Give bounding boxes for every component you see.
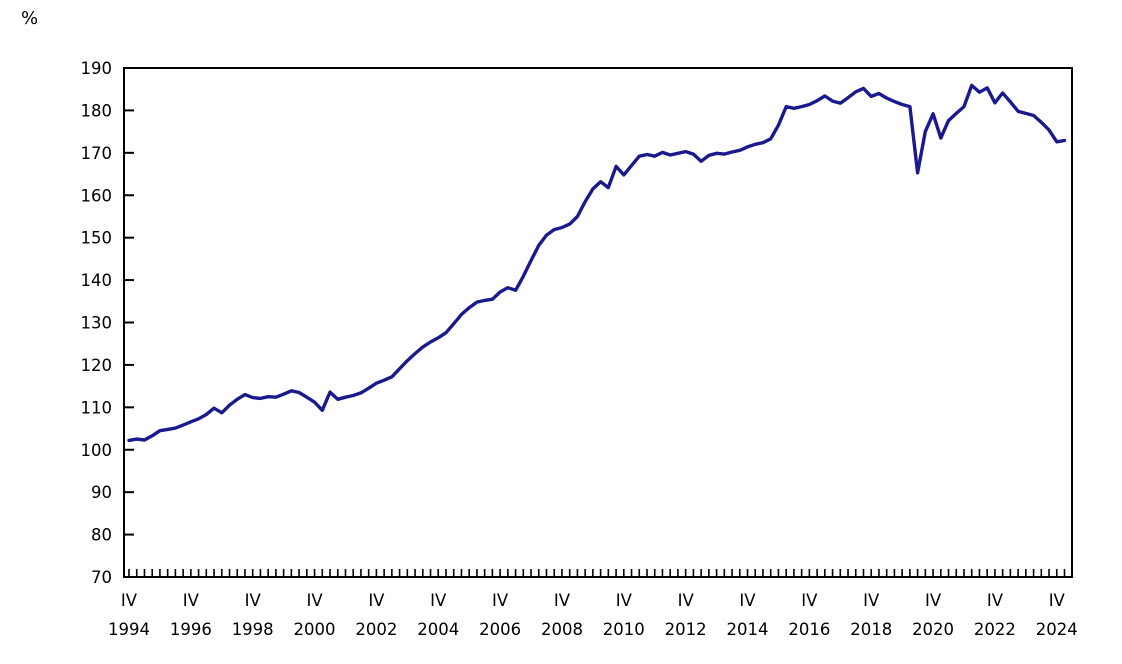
x-axis-quarter-label: IV	[616, 591, 633, 610]
data-line	[127, 83, 1067, 443]
x-axis-year-label: 1998	[232, 620, 274, 639]
x-axis-quarter-label: IV	[492, 591, 509, 610]
x-axis-quarter-label: IV	[987, 591, 1004, 610]
x-axis-quarter-label: IV	[183, 591, 200, 610]
y-axis-tick-label: 80	[91, 526, 112, 545]
x-axis-year-label: 1996	[170, 620, 212, 639]
x-axis-quarter-label: IV	[801, 591, 818, 610]
y-axis-tick-label: 150	[81, 229, 113, 248]
x-axis-year-label: 2010	[603, 620, 645, 639]
plot-frame	[123, 67, 1073, 578]
x-axis-year-label: 2000	[294, 620, 336, 639]
x-axis-year-label: 2002	[355, 620, 397, 639]
x-axis-quarter-label: IV	[368, 591, 385, 610]
x-axis-quarter-label: IV	[925, 591, 942, 610]
x-axis-year-label: 2020	[912, 620, 954, 639]
y-axis-tick-label: 110	[81, 398, 113, 417]
y-axis-tick-label: 100	[81, 441, 113, 460]
x-axis-quarter-label: IV	[121, 591, 138, 610]
x-axis-year-label: 1994	[108, 620, 150, 639]
x-axis-year-label: 2012	[665, 620, 707, 639]
y-axis-tick-label: 180	[81, 101, 113, 120]
x-axis-year-label: 2016	[788, 620, 830, 639]
y-axis: 190 180 170 160 150 140 130 120 110 100 90 80 70	[81, 59, 134, 587]
y-axis-tick-label: 90	[91, 483, 112, 502]
y-axis-tick-label: 190	[81, 59, 113, 78]
x-axis-quarter-label: IV	[678, 591, 695, 610]
x-axis-quarter-label: IV	[1049, 591, 1066, 610]
x-axis-year-label: 2004	[417, 620, 459, 639]
y-axis-tick-label: 130	[81, 314, 113, 333]
x-axis-quarter-label: IV	[245, 591, 262, 610]
y-axis-unit-label: %	[21, 8, 39, 29]
x-axis-year-label: 2008	[541, 620, 583, 639]
x-axis-year-label: 2018	[850, 620, 892, 639]
x-axis-tick-labels: IV 1994 IV 1996 IV 1998 IV 2000 IV 2002 IV 2004 IV 20…	[108, 591, 1078, 639]
y-axis-tick-label: 120	[81, 356, 113, 375]
y-axis-tick-label: 140	[81, 271, 113, 290]
x-axis-year-label: 2006	[479, 620, 521, 639]
y-axis-tick-label: 170	[81, 144, 113, 163]
y-axis-tick-label: 160	[81, 186, 113, 205]
x-axis-year-label: 2022	[974, 620, 1016, 639]
x-axis	[128, 569, 1066, 576]
x-axis-quarter-label: IV	[430, 591, 447, 610]
y-axis-tick-label: 70	[91, 568, 112, 587]
x-axis-year-label: 2024	[1036, 620, 1078, 639]
x-axis-quarter-label: IV	[554, 591, 571, 610]
x-axis-quarter-label: IV	[739, 591, 756, 610]
x-axis-year-label: 2014	[727, 620, 769, 639]
x-axis-quarter-label: IV	[863, 591, 880, 610]
x-axis-quarter-label: IV	[306, 591, 323, 610]
